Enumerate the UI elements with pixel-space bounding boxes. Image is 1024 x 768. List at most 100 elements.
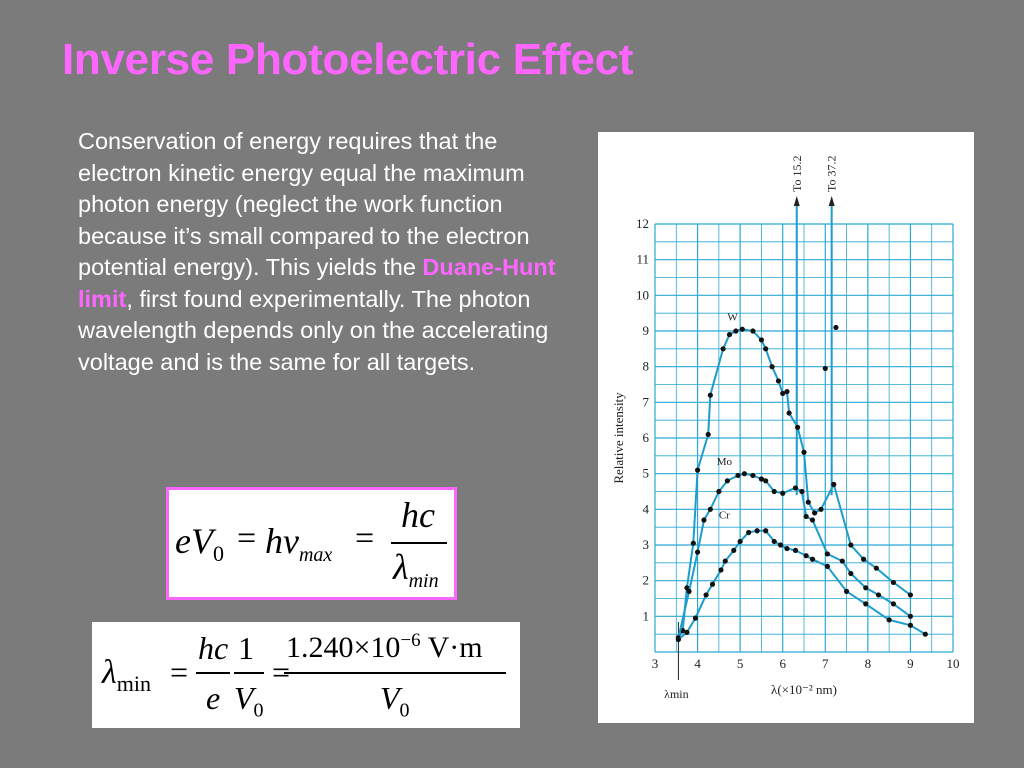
peak-arrow xyxy=(828,196,835,206)
eq1-numerator: hc xyxy=(401,495,435,535)
y-tick-label: 4 xyxy=(643,501,650,516)
eq2-frac3-line xyxy=(284,672,506,674)
data-point-w xyxy=(680,628,686,634)
data-point-w xyxy=(873,565,879,571)
data-point-w xyxy=(750,328,756,334)
data-point-w xyxy=(818,506,824,512)
eq2-frac3-den: V0 xyxy=(380,680,410,722)
data-point-w xyxy=(690,540,696,546)
y-axis-label: Relative intensity xyxy=(611,392,626,484)
eq2-equals-1: = xyxy=(170,654,189,690)
data-point-mo xyxy=(724,478,730,484)
data-point-w xyxy=(763,346,769,352)
y-tick-label: 7 xyxy=(643,394,650,409)
eq2-frac2-line xyxy=(234,672,264,674)
data-point-mo xyxy=(741,471,747,477)
data-point-w xyxy=(707,392,713,398)
data-point-mo xyxy=(863,585,869,591)
data-point-mo xyxy=(824,551,831,557)
data-point-w xyxy=(848,542,854,548)
data-point-mo xyxy=(875,592,882,598)
data-point-mo xyxy=(771,488,777,495)
data-point-cr xyxy=(763,528,769,534)
eq2-frac1-num: hc xyxy=(198,630,229,666)
data-point-cr xyxy=(907,622,914,628)
y-tick-label: 2 xyxy=(643,573,650,588)
y-tick-label: 10 xyxy=(636,287,649,302)
eq2-frac1-den: e xyxy=(206,680,221,716)
paragraph-text-1: Conservation of energy requires that the… xyxy=(78,128,530,280)
data-point-mo xyxy=(758,476,765,482)
data-point-w xyxy=(784,389,790,395)
data-point-mo xyxy=(907,613,914,619)
data-point-cr xyxy=(824,563,831,569)
data-point-cr xyxy=(718,567,724,573)
x-tick-label: 3 xyxy=(652,656,659,671)
series-label-w: W xyxy=(727,311,738,323)
data-point-mo xyxy=(707,506,713,512)
data-point-w xyxy=(726,331,733,338)
data-point-w xyxy=(801,449,807,455)
data-point-cr xyxy=(746,529,752,536)
eq1-fraction-line xyxy=(391,542,447,544)
data-point-cr xyxy=(784,545,790,552)
data-point-w xyxy=(769,364,775,370)
data-point-w xyxy=(822,365,828,372)
data-point-cr xyxy=(886,617,892,623)
data-point-cr xyxy=(737,538,743,545)
data-point-w xyxy=(780,390,786,397)
eq1-denominator: λmin xyxy=(393,547,439,593)
data-point-w xyxy=(812,510,818,516)
y-tick-label: 11 xyxy=(636,252,649,267)
eq1-lhs: eV0 xyxy=(175,521,224,567)
data-point-w xyxy=(907,592,914,598)
data-point-cr xyxy=(675,636,682,643)
data-point-w xyxy=(861,556,867,562)
y-tick-label: 3 xyxy=(643,537,650,552)
y-tick-label: 12 xyxy=(636,216,649,231)
data-point-w xyxy=(786,410,792,416)
data-point-w xyxy=(805,499,811,505)
slide-title: Inverse Photoelectric Effect xyxy=(62,35,634,84)
x-tick-label: 7 xyxy=(822,656,829,671)
data-point-cr xyxy=(777,542,784,548)
data-point-cr xyxy=(709,581,716,587)
x-tick-label: 10 xyxy=(947,656,960,671)
data-point-cr xyxy=(843,588,850,594)
paragraph-text-2: , first found experimentally. The photon… xyxy=(78,285,549,375)
eq2-frac2-den: V0 xyxy=(234,680,264,722)
data-point-cr xyxy=(863,601,869,607)
x-tick-label: 9 xyxy=(907,656,914,671)
data-point-cr xyxy=(692,615,699,621)
x-tick-label: 5 xyxy=(737,656,744,671)
data-point-w xyxy=(739,326,745,332)
data-point-mo xyxy=(890,601,896,607)
y-tick-label: 6 xyxy=(643,430,650,445)
data-point-cr xyxy=(754,528,760,534)
peak-annotation: To 37.2 xyxy=(825,156,839,193)
data-point-mo xyxy=(780,490,786,496)
x-tick-label: 8 xyxy=(865,656,872,671)
data-point-mo xyxy=(735,472,741,479)
eq2-frac1-line xyxy=(196,672,230,674)
data-point-w xyxy=(890,579,896,586)
data-point-mo xyxy=(716,488,722,495)
data-point-w xyxy=(795,424,801,430)
data-point-cr xyxy=(922,631,928,637)
body-paragraph: Conservation of energy requires that the… xyxy=(78,126,558,378)
y-tick-label: 9 xyxy=(643,323,650,338)
data-point-cr xyxy=(684,629,690,635)
series-label-mo: Mo xyxy=(717,456,733,468)
data-point-w xyxy=(833,324,839,331)
eq1-equals-2: = xyxy=(355,520,375,557)
data-point-cr xyxy=(722,558,728,564)
data-point-mo xyxy=(809,517,816,523)
peak-annotation: To 15.2 xyxy=(790,156,804,193)
data-point-mo xyxy=(701,517,707,523)
x-tick-label: 6 xyxy=(779,656,786,671)
y-tick-label: 5 xyxy=(643,466,650,481)
data-point-cr xyxy=(731,547,737,553)
series-curve-cr xyxy=(677,529,926,641)
data-point-mo xyxy=(686,588,692,594)
data-point-w xyxy=(831,481,837,487)
